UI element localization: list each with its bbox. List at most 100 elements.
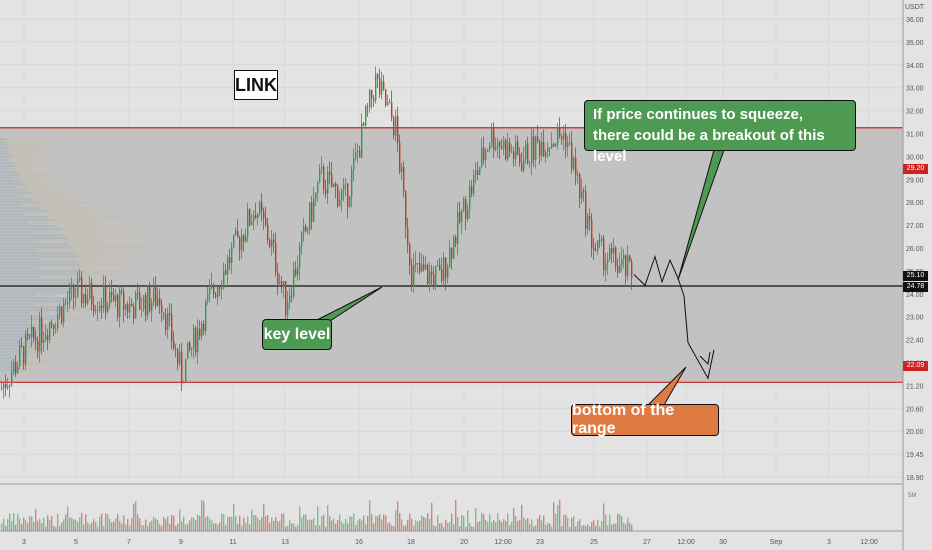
volume-bar (111, 522, 113, 531)
candles (1, 66, 633, 399)
candle-body (229, 257, 231, 263)
volume-bar (211, 520, 213, 531)
volume-bar (61, 522, 63, 531)
volume-bar (443, 526, 445, 531)
volume-bar (421, 515, 423, 531)
volume-bar (593, 520, 595, 531)
volume-bar (341, 521, 343, 531)
candle-body (205, 301, 207, 332)
candle-body (273, 239, 275, 244)
candle-body (185, 358, 187, 383)
candle-body (277, 272, 279, 284)
candle-body (383, 81, 385, 90)
volume-bar (65, 514, 67, 531)
candle-body (425, 264, 427, 270)
volume-bar (425, 518, 427, 531)
volume-bar (51, 515, 53, 531)
volume-bar (295, 526, 297, 531)
candle-body (587, 216, 589, 229)
volume-bar (415, 520, 417, 531)
candle-body (321, 166, 323, 170)
volume-bar (459, 525, 461, 531)
candle-body (627, 255, 629, 276)
candle-body (493, 128, 495, 150)
volume-bar (165, 519, 167, 531)
volume-bar (603, 503, 605, 531)
volume-bar (597, 519, 599, 531)
volume-bar (67, 506, 69, 531)
volume-bar (343, 523, 345, 531)
time-tick-label: Sep (770, 539, 783, 546)
volume-bar (547, 522, 549, 531)
price-tick-label: 19.45 (906, 452, 924, 459)
candle-body (109, 292, 111, 306)
candle-body (491, 128, 493, 146)
volume-bar (39, 518, 41, 531)
candle-body (557, 127, 559, 144)
candle-body (549, 147, 551, 149)
volume-bar (243, 517, 245, 531)
candle-body (183, 382, 185, 384)
time-tick-label: 20 (460, 539, 468, 546)
volume-bar (249, 524, 251, 531)
candle-body (619, 264, 621, 273)
candle-body (571, 142, 573, 170)
candle-body (479, 167, 481, 175)
volume-bar (485, 519, 487, 531)
candle-body (319, 169, 321, 183)
time-tick-label: 23 (536, 539, 544, 546)
volume-bar (255, 515, 257, 531)
volume-bar (251, 509, 253, 531)
candle-body (75, 297, 77, 298)
volume-bar (13, 513, 15, 531)
time-tick-label: 3 (827, 539, 831, 546)
volume-bar (15, 524, 17, 531)
candle-body (331, 174, 333, 188)
volume-bar (477, 522, 479, 531)
candle-body (47, 335, 49, 340)
volume-bar (439, 523, 441, 531)
candle-body (249, 209, 251, 226)
candle-body (553, 143, 555, 147)
volume-bar (229, 516, 231, 531)
volume-bar (461, 515, 463, 531)
volume-bar (543, 515, 545, 531)
volume-bar (289, 520, 291, 531)
candle-body (135, 292, 137, 319)
volume-bar (267, 514, 269, 531)
volume-bar (489, 514, 491, 531)
volume-bar (377, 516, 379, 531)
candle-body (239, 237, 241, 251)
volume-bar (321, 515, 323, 531)
candle-body (219, 287, 221, 290)
candle-body (499, 142, 501, 147)
volume-bar (71, 518, 73, 531)
volume-bar (587, 524, 589, 531)
candle-body (325, 189, 327, 194)
candle-body (399, 142, 401, 172)
volume-bar (185, 524, 187, 531)
volume-bar (37, 520, 39, 531)
volume-bar (331, 520, 333, 531)
candle-body (405, 190, 407, 228)
volume-bar (563, 514, 565, 531)
volume-bar (447, 522, 449, 531)
volume-bar (247, 516, 249, 531)
candle-body (531, 136, 533, 163)
volume-bar (257, 518, 259, 531)
volume-bar (393, 526, 395, 531)
candle-body (347, 183, 349, 207)
candle-body (237, 230, 239, 238)
volume-bar (197, 514, 199, 531)
volume-bar (103, 525, 105, 531)
candle-body (489, 145, 491, 150)
candle-body (513, 151, 515, 160)
candle-body (333, 183, 335, 188)
volume-bar (311, 519, 313, 531)
volume-bar (623, 522, 625, 531)
candle-body (59, 306, 61, 315)
candle-body (309, 202, 311, 230)
candle-body (545, 152, 547, 157)
candle-body (611, 247, 613, 254)
volume-bar (69, 517, 71, 531)
